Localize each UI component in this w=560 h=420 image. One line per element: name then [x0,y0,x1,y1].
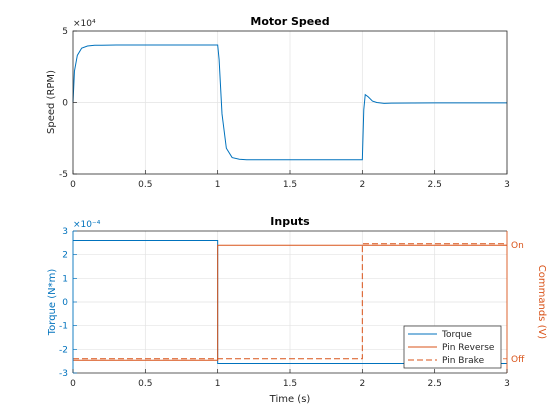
y-tick-label: -3 [59,369,68,379]
motor-speed-ticks: 0 0.5 1 1.5 2 2.5 3-505 [59,27,510,190]
legend-label: Pin Reverse [442,343,495,353]
inputs-title: Inputs [270,215,310,228]
x-tick-label: 0 [70,180,76,190]
series-line-pin-reverse [73,244,507,361]
motor-speed-title: Motor Speed [250,15,329,28]
series-line-0 [72,44,507,161]
legend-label: Torque [441,330,472,340]
y-tick-label: 1 [62,274,68,284]
y-tick-label: 0 [62,298,68,308]
y-tick-label: 2 [62,251,68,261]
x-tick-label: 1 [215,180,221,190]
motor-speed-series [72,44,507,161]
x-tick-label: 0.5 [138,379,152,389]
inputs-ticks: 0 0.5 1 1.5 2 2.5 3 -3 -2 -1 0 1 2 3 Off On [59,227,525,389]
x-tick-label: 1.5 [283,180,297,190]
legend: Torque Pin Reverse Pin Brake [403,325,502,369]
y-tick-label: 0 [62,99,68,109]
x-tick-label: 1 [215,379,221,389]
series-line-pin-brake [73,243,507,360]
y-tick-label: -2 [59,345,68,355]
motor-speed-y-exponent: ×10⁴ [73,19,96,29]
y-right-tick-label: On [511,241,524,251]
motor-speed-y-label: Speed (RPM) [46,70,57,134]
y-right-tick-label: Off [511,355,525,365]
inputs-chart: 0 0.5 1 1.5 2 2.5 3 -3 -2 -1 0 1 2 3 Off On Inputs Torq… [47,215,547,405]
y-tick-label: -1 [59,322,68,332]
x-tick-label: 0 [70,379,76,389]
inputs-y-label: Torque (N*m) [47,269,58,337]
x-tick-label: 3 [504,379,510,389]
motor-speed-chart: 0 0.5 1 1.5 2 2.5 3-505 Motor Speed Speed (RPM… [46,15,510,190]
x-tick-label: 1.5 [283,379,297,389]
x-tick-label: 0.5 [138,180,152,190]
x-tick-label: 2.5 [428,180,442,190]
legend-label: Pin Brake [442,356,485,366]
x-tick-label: 2 [359,379,365,389]
x-tick-label: 2.5 [428,379,442,389]
legend-items: Torque Pin Reverse Pin Brake [408,330,495,366]
x-tick-label: 3 [504,180,510,190]
y-tick-label: 3 [62,227,68,237]
inputs-x-label: Time (s) [269,394,311,405]
inputs-y-right-label: Commands (V) [536,265,547,340]
inputs-y-exponent: ×10⁻⁴ [73,220,101,230]
x-tick-label: 2 [359,180,365,190]
y-tick-label: 5 [62,27,68,37]
y-tick-label: -5 [59,170,68,180]
inputs-series [73,239,507,365]
